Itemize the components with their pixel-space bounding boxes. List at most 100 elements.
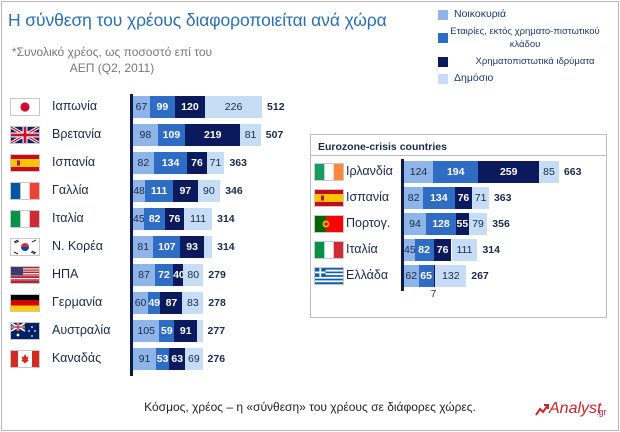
euro-country-label: Ισπανία	[346, 190, 390, 204]
main-bar-row: ΗΠΑ 87 72 40 80 279	[0, 264, 620, 286]
main-total-label: 314	[217, 241, 235, 253]
main-bar-segment-corporates: 109	[157, 124, 186, 146]
main-bar-segment-households: 105	[133, 320, 160, 342]
main-bar-segment-government: 226	[205, 96, 262, 118]
euro-bar-row: Ισπανία 82 134 76 71 363	[0, 187, 620, 209]
main-bar-segment-corporates: 134	[153, 152, 188, 174]
legend-swatch-households	[438, 10, 448, 20]
euro-bar-segment-financial: 259	[478, 161, 539, 183]
main-bar-segment-financial: 63	[169, 348, 186, 370]
euro-bar-row: Ελλάδα 62 65 132 267	[0, 265, 620, 287]
japan-flag	[10, 98, 40, 116]
eurozone-divider	[311, 155, 606, 156]
legend-label-corporates: Εταιρίες, εκτός χρηματο-πιστωτικού κλάδο…	[450, 26, 600, 50]
analyst-logo: Analyst .gr	[534, 400, 620, 426]
euro-small-value-label: 7	[430, 289, 437, 300]
euro-country-label: Ελλάδα	[346, 268, 389, 282]
main-bar-row: Γερμανία 60 49 87 83 278	[0, 292, 620, 314]
euro-bar-row: Ιταλία 45 82 76 111 314	[0, 239, 620, 261]
main-bar-segment-financial: 87	[160, 292, 183, 314]
caption-text: Κόσμος, χρέος – η «σύνθεση» του χρέους σ…	[144, 400, 476, 414]
main-bar-segment-government	[203, 236, 213, 258]
euro-bar-segment-government: 79	[468, 213, 488, 235]
main-total-label: 512	[267, 101, 285, 113]
main-bar-segment-households: 45	[133, 208, 145, 230]
main-axis-line	[130, 94, 133, 376]
logo-arrow-icon	[535, 404, 549, 416]
main-country-label: Ιταλία	[52, 211, 84, 225]
main-bar-segment-corporates: 99	[149, 96, 175, 118]
euro-bar-row: Πορτογ. 94 128 55 79 356	[0, 213, 620, 235]
main-bar-segment-corporates: 107	[153, 236, 181, 258]
logo-suffix: .gr	[596, 407, 607, 417]
main-total-label: 346	[225, 185, 243, 197]
euro-total-label: 267	[471, 270, 489, 282]
legend-swatch-government	[438, 74, 448, 84]
main-bar-segment-government: 90	[197, 180, 221, 202]
australia-flag	[10, 322, 40, 340]
italy-flag	[314, 241, 344, 259]
euro-bar-segment-government: 111	[451, 239, 478, 261]
main-bar-segment-financial: 120	[174, 96, 206, 118]
euro-total-label: 314	[482, 244, 500, 256]
main-bar-segment-financial: 91	[174, 320, 198, 342]
main-bar-segment-households: 82	[133, 152, 154, 174]
main-country-label: Γαλλία	[52, 183, 89, 197]
main-bar-segment-households: 60	[133, 292, 149, 314]
euro-bar-segment-households: 62	[404, 265, 419, 287]
euro-total-label: 663	[563, 166, 582, 178]
euro-bar-segment-government: 132	[435, 265, 467, 287]
main-bar-row: Γαλλία 48 111 97 90 346	[0, 180, 620, 202]
main-bar-segment-government: 111	[184, 208, 213, 230]
euro-bar-segment-government: 71	[472, 187, 489, 209]
main-bar-row: Ιαπωνία 67 99 120 226 512	[0, 96, 620, 118]
main-country-label: Ιαπωνία	[52, 99, 98, 113]
euro-bar-segment-government: 85	[539, 161, 559, 183]
spain-flag	[314, 189, 344, 207]
legend-label-households: Νοικοκυριά	[454, 8, 507, 20]
main-bar-row: Ισπανία 82 134 76 71 363	[0, 152, 620, 174]
euro-bar-segment-corporates: 134	[423, 187, 455, 209]
euro-bar-segment-households: 45	[404, 239, 416, 261]
euro-axis-line	[401, 159, 404, 291]
legend: Νοικοκυριά Εταιρίες, εκτός χρηματο-πιστω…	[424, 8, 620, 89]
legend-item-households: Νοικοκυριά	[424, 8, 620, 22]
main-bar-row: Ιταλία 45 82 76 111 314	[0, 208, 620, 230]
main-bar-segment-corporates: 72	[154, 264, 174, 286]
euro-country-label: Ιρλανδία	[346, 164, 393, 178]
main-bar-segment-households: 67	[133, 96, 150, 118]
main-total-label: 363	[229, 157, 247, 169]
euro-bar-segment-financial	[433, 265, 436, 287]
logo-text: Analyst	[549, 400, 602, 417]
main-bar-segment-financial: 219	[185, 124, 241, 146]
greece-flag	[314, 267, 344, 285]
chart-subtitle: *Συνολικό χρέος, ως ποσοστό επί του ΑΕΠ …	[11, 45, 213, 75]
usa-flag	[10, 266, 40, 284]
euro-bar-segment-corporates: 82	[414, 239, 434, 261]
main-bar-segment-financial: 40	[173, 264, 185, 286]
main-bar-row: Αυστραλία 105 59 91 277	[0, 320, 620, 342]
main-bar-segment-corporates: 49	[148, 292, 161, 314]
euro-bar-segment-financial: 55	[455, 213, 469, 235]
main-bar-segment-government: 69	[185, 348, 203, 370]
legend-item-financial: Χρηματοπιστωτικά ιδρύματα	[424, 55, 620, 69]
canada-flag	[10, 350, 40, 368]
main-country-label: Βρετανία	[52, 127, 102, 141]
main-country-label: Ν. Κορέα	[52, 239, 104, 253]
legend-label-financial: Χρηματοπιστωτικά ιδρύματα	[475, 56, 595, 67]
euro-bar-segment-corporates: 128	[425, 213, 456, 235]
main-bar-segment-government: 80	[183, 264, 204, 286]
main-country-label: Γερμανία	[52, 295, 103, 309]
euro-bar-row: Ιρλανδία 124 194 259 85 663	[0, 161, 620, 183]
main-bar-row: Καναδάς 91 53 63 69 276	[0, 348, 620, 370]
euro-bar-segment-households: 124	[404, 161, 434, 183]
legend-item-corporates: Εταιρίες, εκτός χρηματο-πιστωτικού κλάδο…	[424, 25, 620, 52]
main-bar-segment-corporates: 59	[159, 320, 175, 342]
main-total-label: 278	[208, 297, 226, 309]
legend-swatch-corporates	[438, 33, 448, 43]
euro-bar-segment-financial: 76	[454, 187, 473, 209]
main-total-label: 279	[208, 269, 226, 281]
main-country-label: Καναδάς	[52, 351, 102, 365]
main-total-label: 277	[207, 325, 226, 337]
main-bar-segment-corporates: 82	[144, 208, 165, 230]
